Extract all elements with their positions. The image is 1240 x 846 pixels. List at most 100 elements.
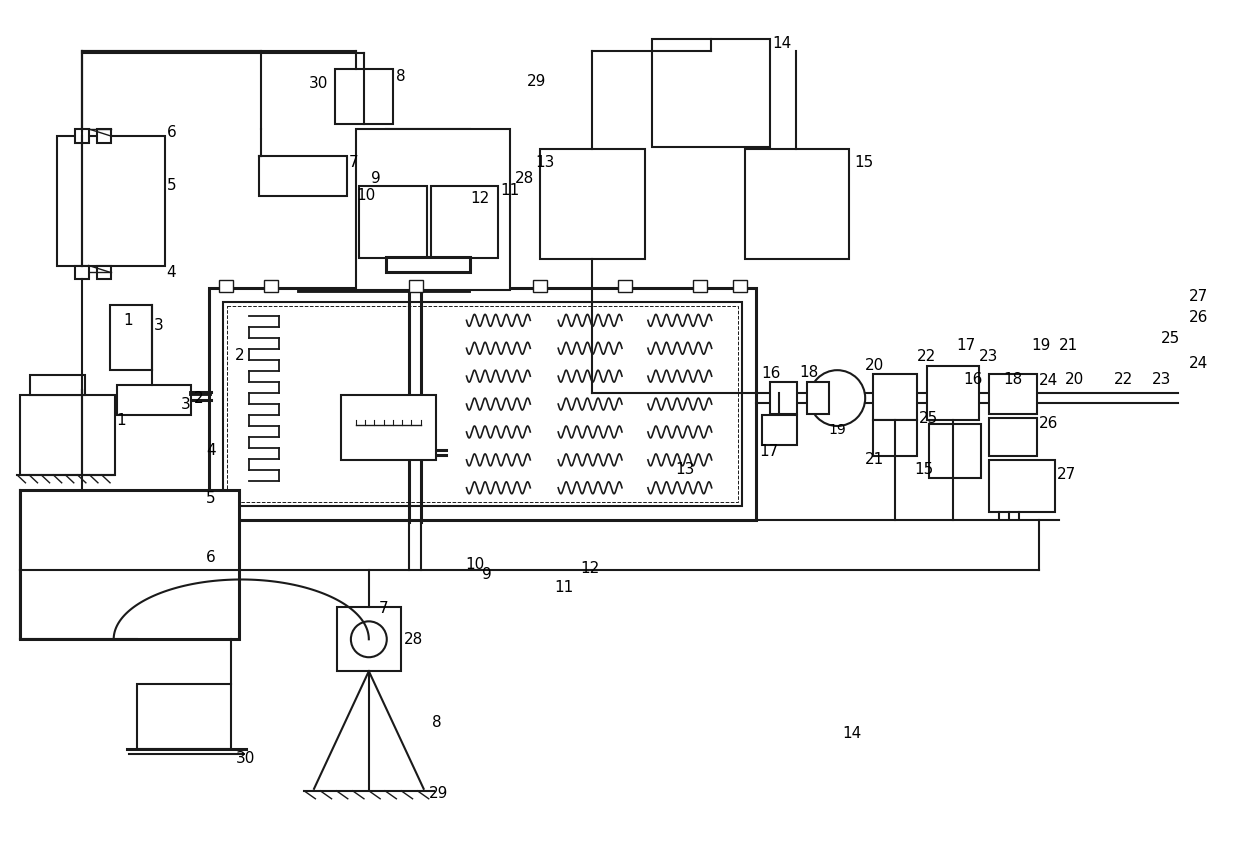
Bar	[223, 302, 742, 506]
Text: 24: 24	[1188, 356, 1208, 371]
Text: 29: 29	[527, 74, 547, 89]
Text: 13: 13	[676, 462, 694, 477]
Bar	[873, 374, 918, 420]
Bar	[136, 684, 232, 749]
Bar	[97, 266, 110, 279]
Text: 17: 17	[956, 338, 976, 353]
Bar	[770, 382, 797, 414]
Text: 1: 1	[117, 413, 126, 427]
Text: 1: 1	[123, 313, 133, 327]
Bar	[430, 186, 498, 257]
Text: 11: 11	[501, 184, 520, 198]
Text: 3: 3	[181, 397, 191, 412]
Bar	[109, 305, 151, 371]
Circle shape	[810, 371, 866, 426]
Text: 18: 18	[800, 365, 818, 380]
Bar	[733, 281, 746, 293]
Text: 2: 2	[234, 348, 244, 363]
Bar	[356, 129, 511, 290]
Text: 30: 30	[237, 751, 255, 766]
Text: 17: 17	[760, 444, 779, 459]
Text: 14: 14	[842, 726, 862, 741]
Text: 25: 25	[919, 410, 939, 426]
Text: 10: 10	[465, 558, 485, 572]
Bar	[533, 281, 547, 293]
Text: 21: 21	[1059, 338, 1078, 353]
Bar	[264, 281, 278, 293]
Text: 25: 25	[1162, 331, 1180, 346]
Bar	[693, 281, 707, 293]
Text: 23: 23	[978, 349, 998, 364]
Bar	[988, 418, 1037, 456]
Text: 12: 12	[470, 191, 490, 206]
Bar	[618, 281, 632, 293]
Text: 27: 27	[1056, 467, 1076, 482]
Text: 20: 20	[866, 358, 884, 373]
Text: 5: 5	[166, 179, 176, 193]
Bar	[409, 281, 423, 293]
Bar	[386, 256, 470, 272]
Text: 13: 13	[536, 156, 554, 170]
Text: 16: 16	[963, 371, 983, 387]
Text: 30: 30	[309, 75, 327, 91]
Text: 2: 2	[193, 391, 203, 405]
Bar	[74, 129, 89, 143]
Bar	[928, 366, 978, 420]
Text: 28: 28	[404, 632, 423, 647]
Text: 5: 5	[206, 492, 216, 507]
Bar	[341, 395, 435, 460]
Bar	[210, 288, 755, 519]
Bar	[335, 69, 393, 124]
Text: 23: 23	[1152, 371, 1171, 387]
Text: 15: 15	[914, 462, 934, 477]
Text: 7: 7	[348, 156, 358, 170]
Text: 21: 21	[866, 453, 884, 467]
Circle shape	[351, 621, 387, 657]
Text: 11: 11	[554, 580, 574, 595]
Text: 26: 26	[1039, 416, 1058, 431]
Text: 9: 9	[481, 568, 491, 582]
Bar	[744, 149, 849, 259]
Bar	[761, 415, 797, 445]
Text: 27: 27	[1188, 289, 1208, 304]
Text: 9: 9	[371, 171, 381, 186]
Text: 24: 24	[1039, 372, 1058, 387]
Bar	[541, 149, 645, 259]
Text: 15: 15	[854, 156, 873, 170]
Text: 6: 6	[166, 125, 176, 140]
Text: 20: 20	[1065, 371, 1084, 387]
Bar	[337, 607, 401, 671]
Text: 10: 10	[356, 189, 376, 203]
Bar	[20, 490, 239, 640]
Bar	[117, 385, 191, 415]
Text: 12: 12	[580, 562, 600, 576]
Bar	[929, 424, 981, 478]
Text: 28: 28	[515, 171, 534, 186]
Bar	[873, 420, 918, 456]
Bar	[57, 136, 165, 266]
Text: 4: 4	[206, 443, 216, 459]
Text: 16: 16	[761, 365, 781, 381]
Text: 19: 19	[828, 423, 846, 437]
Bar	[219, 281, 233, 293]
Bar	[259, 156, 347, 195]
Text: 26: 26	[1188, 310, 1208, 325]
Text: 14: 14	[773, 36, 792, 51]
Bar	[358, 186, 427, 257]
Bar	[227, 306, 738, 502]
Bar	[97, 129, 110, 143]
Bar	[988, 374, 1037, 414]
Bar	[20, 395, 114, 475]
Text: 18: 18	[1003, 371, 1023, 387]
Text: 4: 4	[166, 265, 176, 280]
Text: 7: 7	[379, 601, 388, 616]
Text: 6: 6	[206, 551, 216, 565]
Bar	[807, 382, 830, 414]
Bar	[30, 375, 84, 395]
Text: 22: 22	[918, 349, 936, 364]
Bar	[74, 266, 89, 279]
Bar	[988, 460, 1054, 512]
Text: 29: 29	[429, 786, 448, 801]
Bar	[652, 39, 770, 147]
Text: 3: 3	[154, 318, 164, 332]
